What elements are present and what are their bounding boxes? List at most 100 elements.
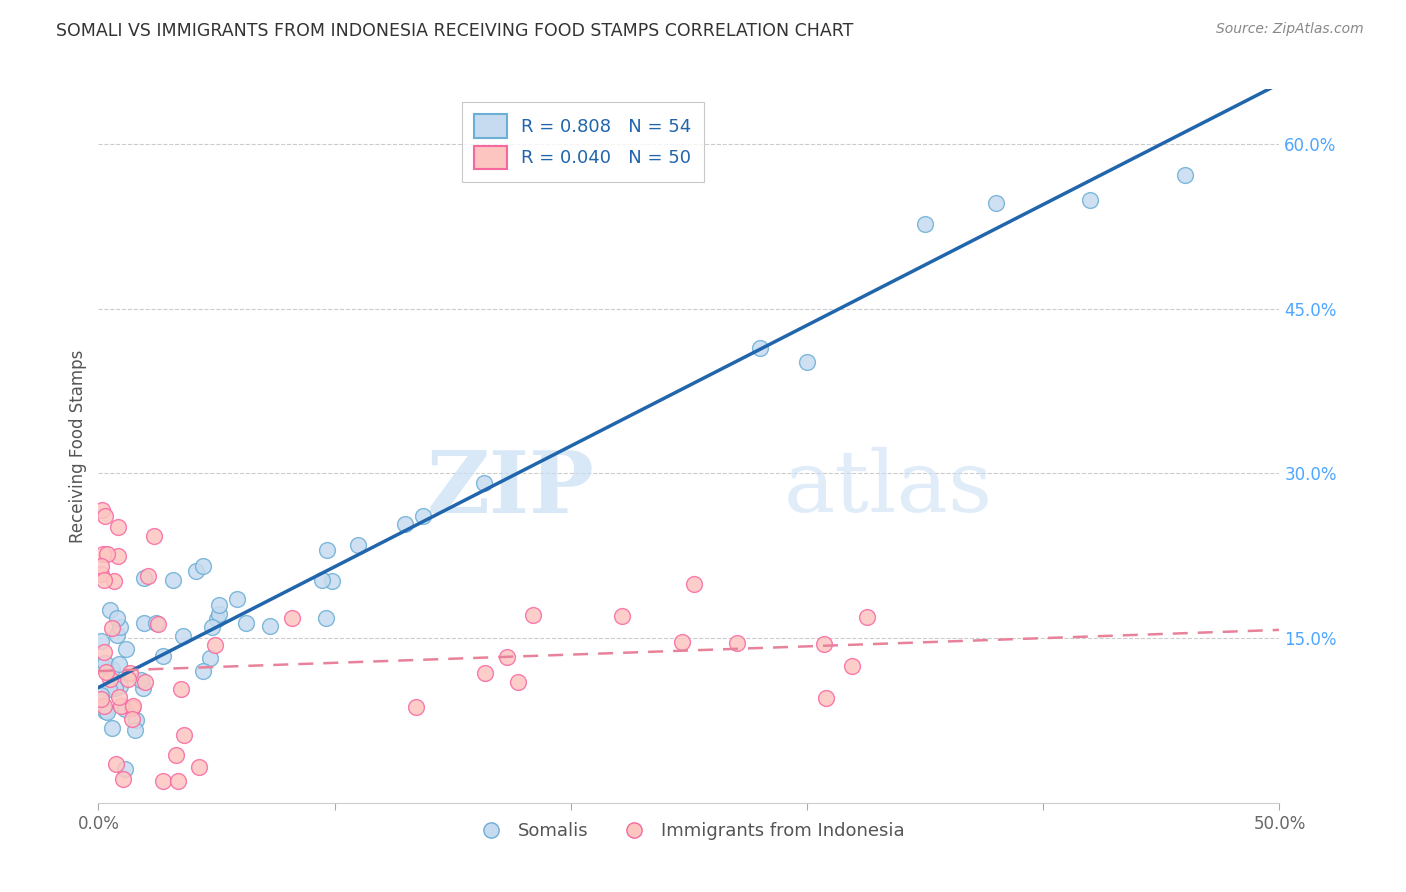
Point	[984, 195, 1007, 210]
Point	[114, 762, 136, 776]
Legend: Somalis, Immigrants from Indonesia: Somalis, Immigrants from Indonesia	[465, 815, 912, 847]
Point	[914, 217, 936, 231]
Point	[93, 573, 115, 587]
Point	[117, 673, 139, 687]
Point	[90, 688, 112, 702]
Point	[103, 574, 125, 588]
Point	[405, 700, 427, 714]
Point	[152, 648, 174, 663]
Point	[96, 705, 118, 719]
Point	[90, 691, 112, 706]
Point	[201, 620, 224, 634]
Point	[94, 705, 117, 719]
Point	[100, 672, 122, 686]
Point	[316, 542, 339, 557]
Point	[91, 547, 114, 561]
Point	[170, 681, 193, 696]
Point	[204, 638, 226, 652]
Point	[101, 722, 124, 736]
Point	[208, 607, 231, 621]
Point	[162, 573, 184, 587]
Point	[235, 615, 257, 630]
Point	[813, 637, 835, 651]
Point	[815, 691, 838, 706]
Text: SOMALI VS IMMIGRANTS FROM INDONESIA RECEIVING FOOD STAMPS CORRELATION CHART: SOMALI VS IMMIGRANTS FROM INDONESIA RECE…	[56, 22, 853, 40]
Point	[841, 658, 863, 673]
Point	[96, 665, 118, 679]
Point	[191, 664, 214, 678]
Point	[91, 503, 114, 517]
Point	[152, 773, 174, 788]
Point	[101, 621, 124, 635]
Y-axis label: Receiving Food Stamps: Receiving Food Stamps	[69, 350, 87, 542]
Point	[125, 713, 148, 727]
Point	[115, 642, 138, 657]
Point	[90, 567, 112, 582]
Point	[347, 538, 370, 552]
Point	[100, 662, 122, 676]
Point	[148, 616, 170, 631]
Point	[496, 649, 519, 664]
Point	[173, 727, 195, 741]
Point	[93, 645, 115, 659]
Point	[110, 699, 132, 714]
Point	[225, 592, 247, 607]
Point	[1080, 193, 1102, 207]
Point	[522, 607, 544, 622]
Point	[132, 615, 155, 630]
Point	[394, 516, 416, 531]
Point	[671, 634, 693, 648]
Point	[108, 620, 131, 634]
Point	[1174, 168, 1197, 182]
Point	[107, 549, 129, 564]
Point	[725, 636, 748, 650]
Point	[191, 559, 214, 574]
Point	[259, 618, 281, 632]
Point	[96, 547, 118, 561]
Point	[508, 675, 530, 690]
Text: ZIP: ZIP	[426, 447, 595, 531]
Point	[90, 558, 112, 573]
Point	[165, 748, 187, 763]
Point	[856, 609, 879, 624]
Point	[105, 756, 128, 771]
Point	[121, 712, 143, 726]
Point	[748, 341, 770, 355]
Text: Source: ZipAtlas.com: Source: ZipAtlas.com	[1216, 22, 1364, 37]
Point	[107, 520, 129, 534]
Point	[105, 610, 128, 624]
Text: atlas: atlas	[783, 447, 993, 531]
Point	[90, 657, 112, 672]
Point	[198, 651, 221, 665]
Point	[93, 698, 115, 713]
Point	[134, 674, 156, 689]
Point	[108, 690, 131, 705]
Point	[111, 772, 134, 786]
Point	[280, 611, 302, 625]
Point	[108, 657, 131, 672]
Point	[114, 702, 136, 716]
Point	[98, 681, 121, 696]
Point	[167, 773, 190, 788]
Point	[205, 612, 228, 626]
Point	[124, 723, 146, 737]
Point	[132, 681, 155, 696]
Point	[118, 666, 141, 681]
Point	[136, 569, 159, 583]
Point	[132, 571, 155, 585]
Point	[208, 598, 231, 612]
Point	[104, 681, 127, 695]
Point	[129, 673, 152, 687]
Point	[311, 573, 333, 587]
Point	[94, 657, 117, 671]
Point	[90, 633, 112, 648]
Point	[172, 628, 194, 642]
Point	[107, 628, 129, 642]
Point	[472, 475, 495, 490]
Point	[121, 701, 143, 715]
Point	[796, 355, 818, 369]
Point	[683, 577, 706, 591]
Point	[143, 529, 166, 543]
Point	[187, 760, 209, 774]
Point	[412, 508, 434, 523]
